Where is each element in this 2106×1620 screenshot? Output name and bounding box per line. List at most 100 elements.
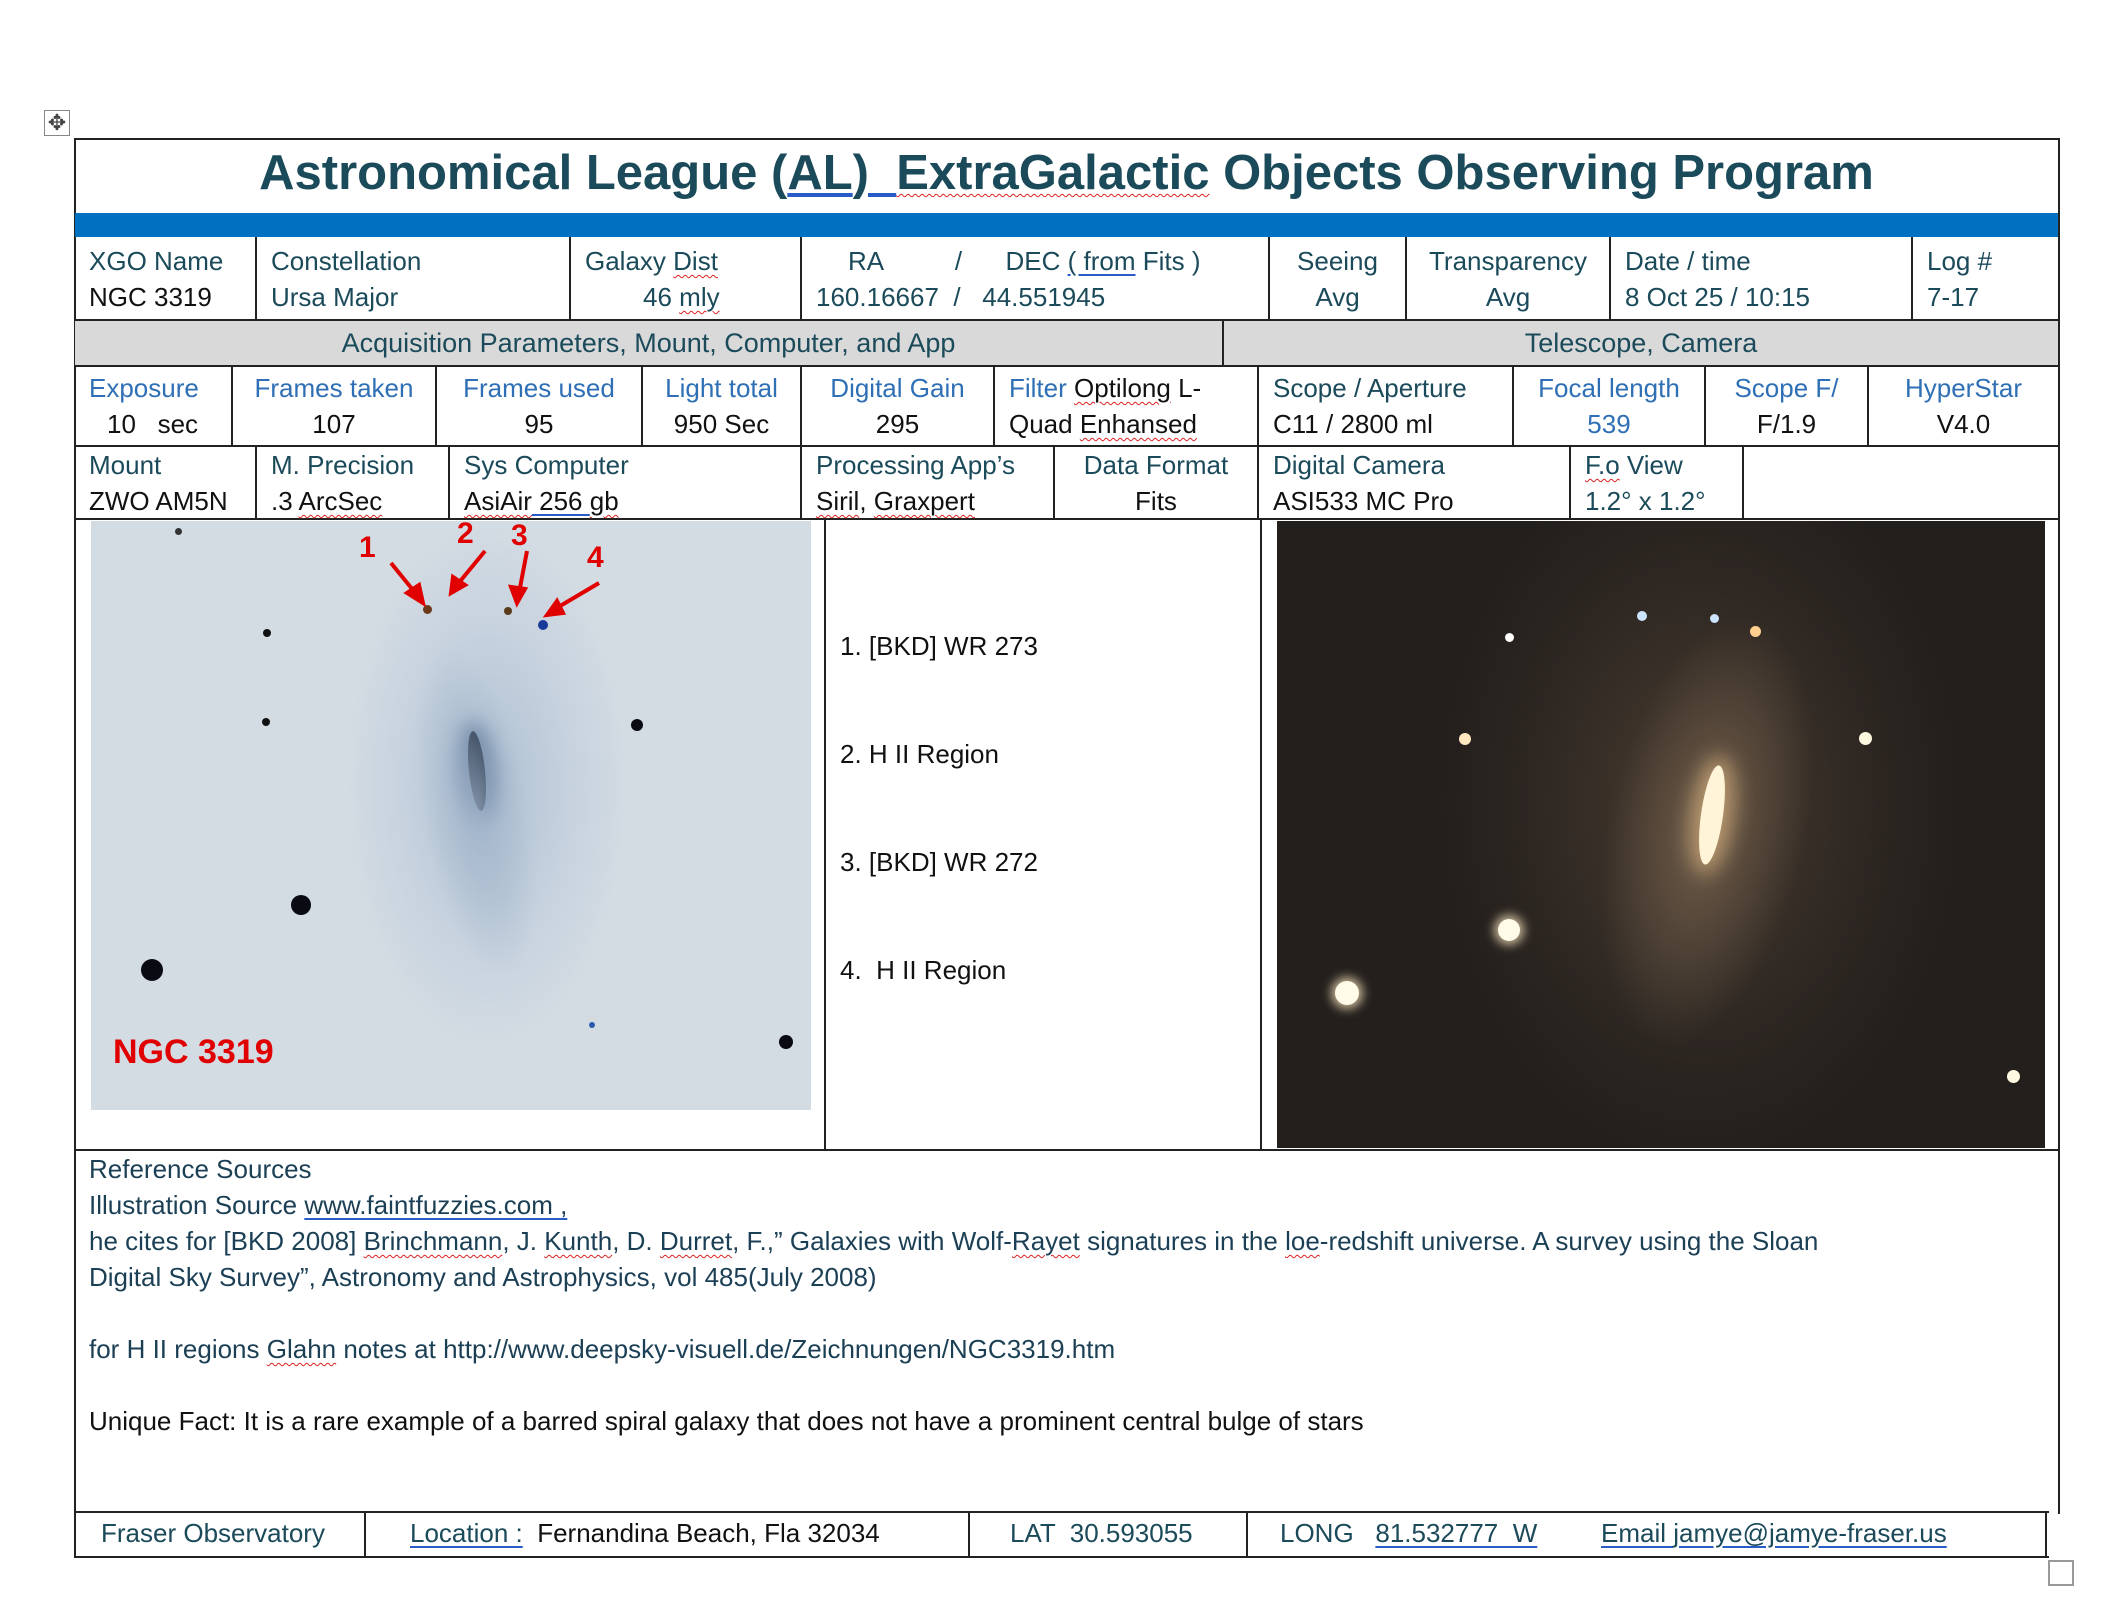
cell-constellation: Constellation Ursa Major <box>257 237 571 321</box>
text: Illustration Source <box>89 1190 305 1220</box>
section-acquisition: Acquisition Parameters, Mount, Computer,… <box>75 321 1224 366</box>
value: Avg <box>1485 282 1531 312</box>
page-title: Astronomical League (AL) ExtraGalactic O… <box>75 140 2058 213</box>
location-label[interactable]: Location : <box>410 1518 523 1548</box>
label: Dist <box>673 246 718 276</box>
value: mly <box>679 282 720 312</box>
title-text: Objects Observing Program <box>1209 146 1874 200</box>
hii-region-1 <box>423 605 432 614</box>
label: XGO Name <box>89 246 224 276</box>
label: HyperStar <box>1904 373 2023 403</box>
illustration-caption: NGC 3319 <box>113 1033 274 1071</box>
label: F.o <box>1585 450 1620 480</box>
star <box>779 1035 793 1049</box>
faintfuzzies-link[interactable]: www.faintfuzzies.com , <box>304 1190 568 1220</box>
value: 107 <box>312 409 356 439</box>
cell-focal-length: Focal length 539 <box>1514 366 1706 447</box>
label: Scope / Aperture <box>1273 373 1467 403</box>
text: loe <box>1285 1226 1320 1256</box>
text: Kunth <box>544 1226 613 1256</box>
label: Scope F/ <box>1734 373 1839 403</box>
cell-scope-f: Scope F/ F/1.9 <box>1706 366 1869 447</box>
table-move-handle[interactable]: ✥ <box>44 110 70 136</box>
label: M. Precision <box>271 450 415 480</box>
feature-item: 1. [BKD] WR 273 <box>840 631 1038 661</box>
value: 295 <box>875 409 920 439</box>
label: Log # <box>1927 246 1993 276</box>
marker-label-4: 4 <box>587 541 604 574</box>
cell-frames-used: Frames used 95 <box>437 366 643 447</box>
value: 539 <box>1587 409 1631 439</box>
cell-date-time: Date / time 8 Oct 25 / 10:15 <box>1611 237 1913 321</box>
value: 8 Oct 25 / 10:15 <box>1625 282 1811 312</box>
text: Glahn <box>266 1334 337 1364</box>
value: Siril <box>816 486 860 516</box>
text: , F.,” Galaxies with Wolf- <box>732 1226 1012 1256</box>
value: 160.16667 / <box>816 282 961 312</box>
citation-line: he cites for [BKD 2008] Brinchmann, J. K… <box>89 1223 1818 1259</box>
cell-transparency: Transparency Avg <box>1407 237 1611 321</box>
value: Ursa Major <box>271 282 399 312</box>
star <box>262 718 270 726</box>
label: Fits ) <box>1135 246 1201 276</box>
value: ASI533 MC Pro <box>1273 486 1454 516</box>
title-xg: ExtraGalactic <box>896 146 1210 200</box>
divider <box>824 520 826 1151</box>
value: F/1.9 <box>1756 409 1817 439</box>
footer-lat: LAT 30.593055 <box>970 1512 1248 1557</box>
label: Mount <box>89 450 162 480</box>
value: ArcSec <box>298 486 383 516</box>
value: Fits <box>1135 486 1177 516</box>
star <box>1637 611 1647 621</box>
star <box>1750 626 1761 637</box>
cell-scope-aperture: Scope / Aperture C11 / 2800 ml <box>1259 366 1514 447</box>
cell-ra-dec: RA / DEC ( from Fits ) 160.16667 / 44.55… <box>802 237 1270 321</box>
divider <box>75 319 2058 321</box>
star <box>1335 981 1359 1005</box>
citation-line-2: Digital Sky Survey”, Astronomy and Astro… <box>89 1262 877 1292</box>
label: Frames used <box>463 373 615 403</box>
cell-filter: Filter Optilong L- Quad Enhansed <box>995 366 1259 447</box>
label: Digital Gain <box>830 373 965 403</box>
label: Exposure <box>89 373 199 403</box>
lat-label: LAT <box>1010 1518 1070 1548</box>
cell-frames-taken: Frames taken 107 <box>233 366 437 447</box>
value: .3 <box>271 486 299 516</box>
value: V4.0 <box>1936 409 1991 439</box>
label: Processing App’s <box>816 450 1015 480</box>
unique-fact: Unique Fact: It is a rare example of a b… <box>89 1406 1364 1436</box>
title-al: AL <box>787 146 853 200</box>
section-telescope: Telescope, Camera <box>1524 328 1758 358</box>
value: Graxpert <box>873 486 975 516</box>
label: Focal length <box>1538 373 1680 403</box>
email-link[interactable]: jamye@jamye-fraser.us <box>1673 1518 1947 1548</box>
cell-log: Log # 7-17 <box>1913 237 2058 321</box>
value: , <box>859 486 874 516</box>
cell-data-format: Data Format Fits <box>1055 447 1259 520</box>
value: 46 <box>643 282 680 312</box>
star <box>175 528 182 535</box>
value: L- <box>1170 373 1202 403</box>
title-text: Astronomical League ( <box>259 146 788 200</box>
star <box>631 719 643 731</box>
long-label: LONG <box>1280 1518 1376 1548</box>
value: 95 <box>524 409 554 439</box>
cell-hyperstar: HyperStar V4.0 <box>1869 366 2058 447</box>
table-resize-handle[interactable] <box>2048 1560 2074 1586</box>
star <box>1459 733 1471 745</box>
label: Frames taken <box>254 373 414 403</box>
marker-arrows <box>389 549 601 618</box>
galaxy-photo <box>1277 521 2045 1148</box>
value: 256 <box>531 486 590 516</box>
cell-seeing: Seeing Avg <box>1270 237 1407 321</box>
value: Enhansed <box>1079 409 1197 439</box>
section-row <box>75 321 2058 366</box>
email-label[interactable]: Email <box>1601 1518 1674 1548</box>
value: Avg <box>1315 282 1360 312</box>
feature-item: 3. [BKD] WR 272 <box>840 847 1038 877</box>
cell-mount: Mount ZWO AM5N <box>75 447 257 520</box>
star <box>1498 919 1520 941</box>
star <box>589 1022 595 1028</box>
star <box>1859 732 1872 745</box>
label: View <box>1619 450 1683 480</box>
